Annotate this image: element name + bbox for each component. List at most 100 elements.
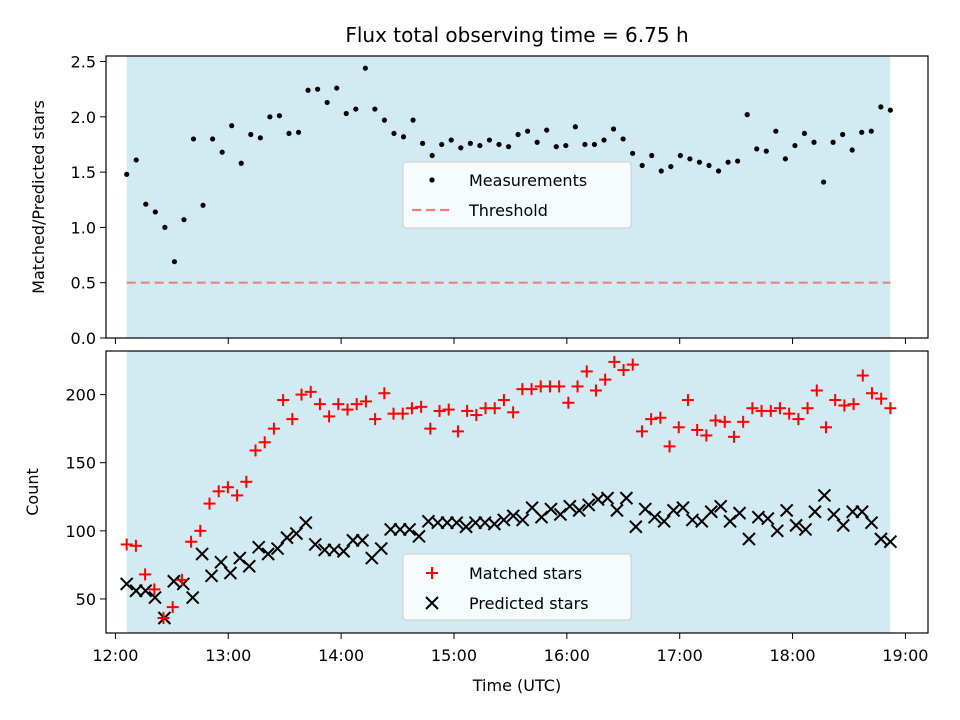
matched-star-point xyxy=(415,400,428,413)
predicted-legend-marker xyxy=(425,596,439,610)
measurement-point xyxy=(210,136,216,142)
measurement-point xyxy=(591,141,598,148)
predicted-star-point xyxy=(468,515,483,530)
measurement-point xyxy=(830,139,836,145)
matched-star-point xyxy=(562,396,575,409)
predicted-star-point xyxy=(459,520,473,534)
matched-star-point xyxy=(773,402,786,415)
matched-star-point xyxy=(470,409,483,422)
measurement-point xyxy=(782,156,788,162)
measurement-point xyxy=(458,145,464,151)
measurement-point xyxy=(467,140,473,146)
predicted-star-point xyxy=(497,513,511,527)
ratio-x-ticks xyxy=(114,338,906,344)
measurement-point xyxy=(754,146,760,152)
matched-star-point xyxy=(635,425,648,438)
measurement-point xyxy=(267,114,273,120)
matched-star-point xyxy=(221,481,234,494)
matched-star-point xyxy=(580,365,593,378)
matched-star-point xyxy=(231,489,244,502)
matched-star-point xyxy=(359,395,372,408)
measurement-point xyxy=(257,135,263,141)
predicted-star-point xyxy=(374,541,388,556)
x-axis-label: Time (UTC) xyxy=(472,676,561,695)
matched-star-point xyxy=(829,394,842,407)
measurement-point xyxy=(696,159,703,165)
x-tick-label: 17:00 xyxy=(657,646,703,665)
matched-star-point xyxy=(323,410,336,423)
matched-star-point xyxy=(369,413,382,426)
predicted-star-point xyxy=(619,491,634,505)
count-y-tick-label: 50 xyxy=(76,590,96,609)
matched-star-point xyxy=(681,394,694,407)
x-tick-label: 12:00 xyxy=(92,646,138,665)
measurement-point xyxy=(372,106,378,112)
predicted-star-point xyxy=(195,547,209,561)
predicted-star-point xyxy=(676,500,690,515)
predicted-star-point xyxy=(402,522,417,537)
matched-star-point xyxy=(691,424,704,437)
predicted-star-point xyxy=(827,507,841,522)
matched-stars-points xyxy=(120,355,897,625)
predicted-star-point xyxy=(544,502,558,516)
matched-star-point xyxy=(608,355,621,368)
matched-star-point xyxy=(838,399,851,412)
predicted-star-point xyxy=(761,511,775,526)
matched-star-point xyxy=(148,583,161,596)
predicted-star-point xyxy=(355,533,370,548)
measurement-point xyxy=(687,156,693,162)
predicted-star-point xyxy=(874,532,888,546)
measurement-point xyxy=(305,87,311,93)
matched-star-point xyxy=(350,398,363,411)
measurement-point xyxy=(677,152,683,159)
predicted-star-point xyxy=(317,543,332,557)
predicted-star-point xyxy=(600,491,615,505)
matched-star-point xyxy=(645,413,658,426)
predicted-star-point xyxy=(732,506,747,520)
measurement-point xyxy=(887,107,893,113)
predicted-star-point xyxy=(449,515,464,530)
measurement-point xyxy=(353,106,359,112)
measurement-point xyxy=(429,152,435,159)
measurement-point xyxy=(496,141,502,148)
predicted-star-point xyxy=(242,559,256,573)
matched-star-point xyxy=(157,612,170,625)
measurement-point xyxy=(248,131,254,138)
matched-star-point xyxy=(737,415,750,428)
count-legend-box xyxy=(402,553,632,621)
matched-star-point xyxy=(212,485,225,498)
measurement-point xyxy=(610,126,617,132)
matched-legend-label: Matched stars xyxy=(469,564,582,583)
measurement-point xyxy=(200,202,206,208)
predicted-legend-label: Predicted stars xyxy=(469,594,589,613)
predicted-star-point xyxy=(770,524,784,538)
matched-star-point xyxy=(249,444,262,457)
predicted-star-point xyxy=(572,503,586,518)
predicted-star-point xyxy=(704,505,718,519)
measurement-point xyxy=(124,171,130,177)
measurement-point xyxy=(744,112,750,118)
measurement-point xyxy=(219,149,225,155)
measurements-legend-label: Measurements xyxy=(469,171,587,190)
measurement-point xyxy=(190,136,197,142)
matched-star-point xyxy=(129,539,142,552)
measurement-point xyxy=(334,85,340,91)
predicted-star-point xyxy=(487,517,502,531)
predicted-star-point xyxy=(412,529,426,543)
measurement-point xyxy=(229,123,235,129)
count-plot-frame xyxy=(105,350,929,634)
ratio-legend: Measurements Threshold xyxy=(402,161,632,229)
matched-star-point xyxy=(240,475,253,488)
matched-star-point xyxy=(461,404,474,417)
measurement-point xyxy=(400,134,407,140)
predicted-star-point xyxy=(657,514,671,528)
matched-star-point xyxy=(856,369,869,382)
matched-star-point xyxy=(571,380,584,393)
predicted-star-point xyxy=(185,590,200,605)
measurement-point xyxy=(534,139,540,145)
measurement-point xyxy=(811,139,817,145)
measurement-point xyxy=(878,104,884,110)
x-tick-label: 19:00 xyxy=(882,646,928,665)
predicted-star-point xyxy=(251,540,266,554)
measurement-point xyxy=(362,65,368,71)
